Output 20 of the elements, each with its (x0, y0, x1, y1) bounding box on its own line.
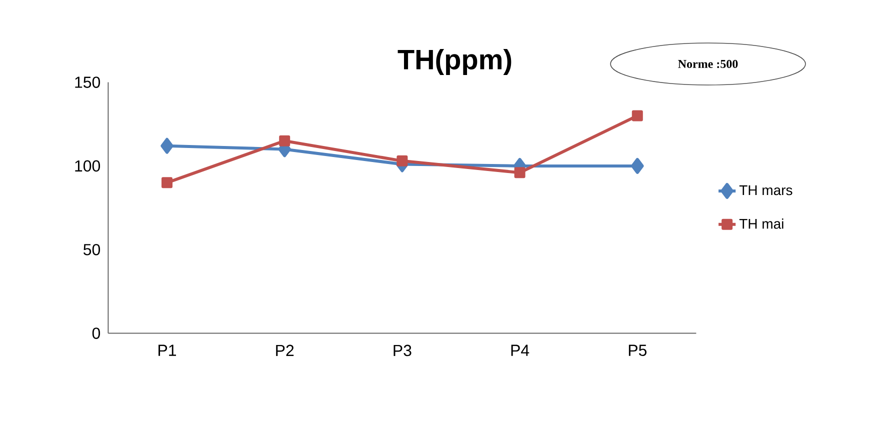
point (160, 138, 174, 154)
x-tick-label: P3 (394, 344, 412, 356)
point (631, 158, 644, 174)
point (632, 110, 643, 122)
text: Norme :500 (678, 60, 738, 68)
point (279, 135, 290, 146)
legend-label: TH mars (739, 185, 792, 196)
legend-label: TH mai (739, 218, 784, 229)
x-tick-label: P4 (511, 344, 530, 356)
y-tick-label: 0 (92, 328, 100, 339)
x-tick-label: P1 (158, 344, 176, 356)
chart-title: TH(ppm) (398, 48, 512, 76)
x-tick-label: P2 (276, 344, 294, 356)
x-tick-label: P5 (628, 344, 646, 356)
y-tick-label: 50 (84, 244, 100, 256)
point (161, 177, 172, 188)
point (514, 167, 526, 178)
y-tick-label: 150 (75, 76, 100, 88)
point (396, 155, 408, 166)
y-tick-label: 100 (75, 160, 100, 172)
